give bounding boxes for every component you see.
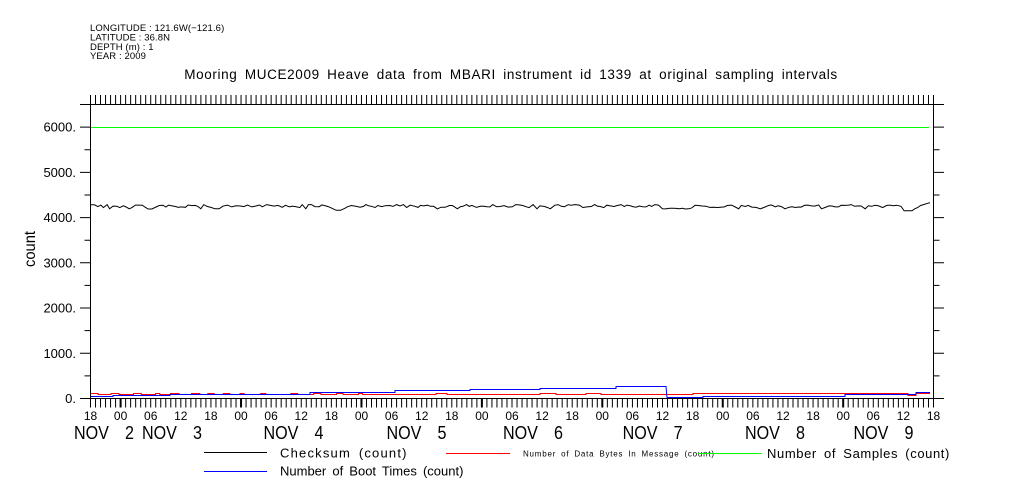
- svg-text:3000.: 3000.: [43, 255, 76, 270]
- svg-text:00: 00: [837, 409, 851, 423]
- svg-text:06: 06: [144, 409, 158, 423]
- svg-text:LONGITUDE : 121.6W(−121.6): LONGITUDE : 121.6W(−121.6): [90, 23, 224, 34]
- svg-text:Checksum (count): Checksum (count): [280, 446, 408, 461]
- svg-text:1000.: 1000.: [43, 346, 76, 361]
- svg-text:00: 00: [355, 409, 369, 423]
- svg-text:Number of Data Bytes In Messag: Number of Data Bytes In Message (count): [523, 450, 715, 459]
- svg-text:06: 06: [264, 409, 278, 423]
- svg-text:00: 00: [234, 409, 248, 423]
- svg-text:06: 06: [867, 409, 881, 423]
- svg-text:00: 00: [716, 409, 730, 423]
- svg-text:06: 06: [385, 409, 399, 423]
- svg-text:5000.: 5000.: [43, 165, 76, 180]
- svg-text:NOV 7: NOV 7: [623, 423, 683, 443]
- svg-text:NOV 9: NOV 9: [854, 423, 914, 443]
- svg-text:18: 18: [84, 409, 98, 423]
- svg-text:6000.: 6000.: [43, 120, 76, 135]
- svg-text:NOV 3: NOV 3: [142, 423, 202, 443]
- svg-text:18: 18: [927, 409, 941, 423]
- svg-text:00: 00: [596, 409, 610, 423]
- svg-text:18: 18: [686, 409, 700, 423]
- svg-text:NOV 8: NOV 8: [745, 423, 805, 443]
- svg-text:Number of Samples (count): Number of Samples (count): [767, 446, 950, 461]
- svg-text:Mooring MUCE2009 Heave data fr: Mooring MUCE2009 Heave data from MBARI i…: [184, 67, 838, 82]
- svg-text:2000.: 2000.: [43, 301, 76, 316]
- svg-text:Number of Boot Times (count): Number of Boot Times (count): [280, 463, 463, 478]
- svg-text:0.: 0.: [65, 391, 76, 406]
- svg-text:DEPTH (m) : 1: DEPTH (m) : 1: [90, 42, 154, 53]
- svg-text:18: 18: [445, 409, 459, 423]
- svg-text:18: 18: [325, 409, 339, 423]
- svg-text:12: 12: [535, 409, 549, 423]
- svg-text:12: 12: [656, 409, 670, 423]
- svg-text:NOV 4: NOV 4: [264, 423, 324, 443]
- svg-text:NOV 5: NOV 5: [387, 423, 447, 443]
- svg-text:00: 00: [475, 409, 489, 423]
- svg-text:06: 06: [626, 409, 640, 423]
- svg-text:18: 18: [204, 409, 218, 423]
- svg-text:LATITUDE : 36.8N: LATITUDE : 36.8N: [90, 32, 170, 43]
- svg-text:06: 06: [505, 409, 519, 423]
- svg-text:NOV 2: NOV 2: [74, 423, 134, 443]
- svg-text:12: 12: [776, 409, 790, 423]
- svg-text:00: 00: [114, 409, 128, 423]
- svg-text:count: count: [22, 230, 39, 267]
- svg-text:18: 18: [566, 409, 580, 423]
- svg-text:12: 12: [174, 409, 188, 423]
- svg-text:4000.: 4000.: [43, 210, 76, 225]
- svg-text:12: 12: [415, 409, 429, 423]
- svg-text:18: 18: [806, 409, 820, 423]
- svg-text:12: 12: [295, 409, 309, 423]
- svg-text:YEAR : 2009: YEAR : 2009: [90, 51, 146, 62]
- svg-text:12: 12: [897, 409, 911, 423]
- svg-text:NOV 6: NOV 6: [503, 423, 563, 443]
- svg-text:06: 06: [746, 409, 760, 423]
